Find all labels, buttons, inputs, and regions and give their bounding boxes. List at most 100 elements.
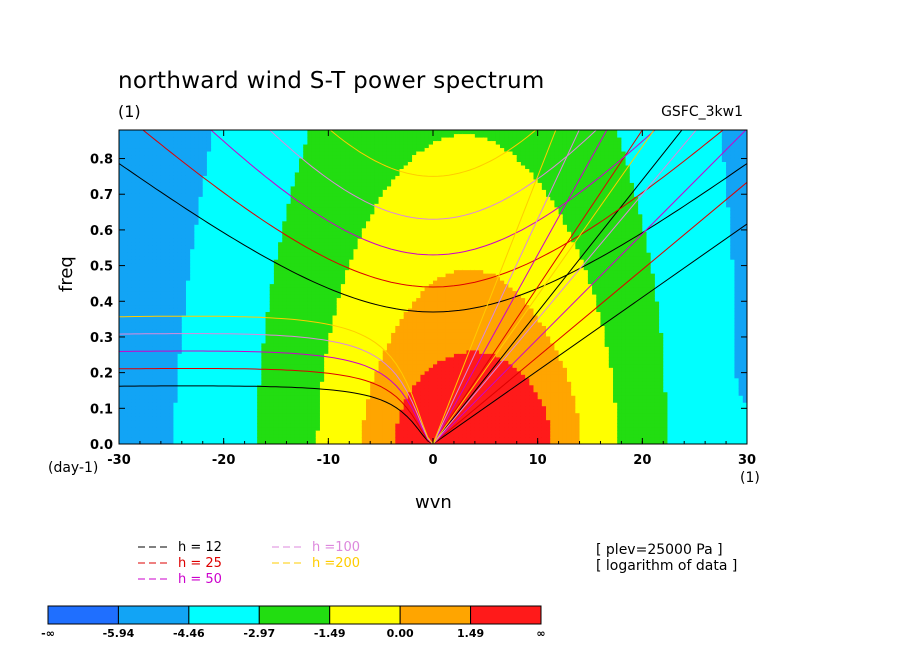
contour-cell: [206, 287, 212, 292]
contour-cell: [156, 199, 162, 204]
contour-cell: [152, 433, 158, 438]
contour-cell: [135, 440, 141, 444]
contour-cell: [265, 154, 271, 159]
contour-cell: [160, 342, 166, 347]
contour-cell: [248, 175, 254, 180]
contour-cell: [273, 293, 279, 299]
contour-cell: [332, 367, 338, 372]
contour-cell: [307, 349, 313, 354]
contour-cell: [332, 220, 338, 225]
contour-cell: [328, 154, 334, 159]
contour-cell: [144, 273, 149, 278]
contour-cell: [332, 238, 338, 243]
contour-cell: [328, 381, 334, 386]
contour-cell: [169, 297, 175, 302]
contour-cell: [219, 332, 225, 337]
contour-cell: [290, 203, 296, 208]
contour-cell: [269, 430, 275, 435]
contour-cell: [273, 409, 279, 414]
contour-cell: [206, 307, 212, 313]
contour-cell: [123, 280, 128, 285]
contour-cell: [127, 262, 133, 267]
contour-cell: [340, 419, 346, 424]
contour-cell: [265, 199, 271, 204]
contour-cell: [219, 349, 225, 354]
contour-cell: [227, 161, 233, 166]
contour-cell: [349, 360, 355, 365]
contour-cell: [286, 321, 292, 326]
contour-cell: [156, 175, 162, 180]
contour-cell: [240, 262, 246, 267]
contour-cell: [290, 171, 296, 176]
contour-cell: [282, 360, 288, 365]
contour-cell: [319, 297, 325, 302]
contour-cell: [303, 283, 308, 288]
contour-cell: [303, 297, 308, 302]
contour-cell: [131, 412, 137, 417]
contour-cell: [194, 370, 200, 375]
contour-cell: [181, 300, 187, 306]
contour-cell: [307, 423, 313, 428]
contour-cell: [345, 231, 350, 236]
contour-cell: [160, 290, 166, 295]
contour-cell: [299, 304, 304, 309]
contour-cell: [290, 245, 296, 250]
contour-cell: [324, 273, 329, 278]
contour-cell: [227, 262, 233, 267]
contour-cell: [169, 164, 175, 169]
contour-cell: [223, 349, 229, 354]
contour-cell: [265, 342, 271, 347]
contour-cell: [240, 192, 246, 197]
contour-cell: [244, 192, 250, 197]
contour-cell: [319, 430, 325, 435]
contour-cell: [307, 273, 313, 278]
contour-cell: [257, 259, 262, 264]
contour-cell: [282, 314, 288, 319]
contour-cell: [165, 213, 170, 218]
contour-cell: [152, 168, 158, 173]
contour-cell: [160, 339, 166, 344]
contour-cell: [236, 374, 242, 379]
contour-cell: [148, 217, 154, 222]
contour-cell: [165, 332, 170, 337]
contour-cell: [119, 147, 124, 152]
contour-cell: [152, 217, 158, 222]
contour-cell: [252, 189, 258, 194]
contour-cell: [319, 391, 325, 396]
contour-cell: [265, 203, 271, 208]
contour-cell: [294, 402, 300, 407]
contour-cell: [349, 363, 355, 368]
contour-cell: [261, 290, 267, 295]
contour-cell: [290, 164, 296, 169]
contour-cell: [336, 203, 342, 208]
contour-cell: [185, 374, 191, 379]
contour-cell: [202, 374, 208, 379]
contour-cell: [215, 262, 221, 267]
contour-cell: [257, 147, 262, 152]
contour-cell: [198, 332, 204, 337]
contour-cell: [211, 342, 216, 347]
contour-cell: [144, 353, 149, 358]
contour-cell: [240, 328, 246, 333]
contour-cell: [294, 133, 300, 138]
contour-cell: [202, 217, 208, 222]
contour-cell: [190, 391, 195, 396]
contour-cell: [215, 273, 221, 278]
contour-cell: [198, 273, 204, 278]
contour-cell: [211, 391, 216, 396]
contour-cell: [244, 178, 250, 183]
contour-cell: [273, 311, 279, 316]
contour-cell: [127, 384, 133, 389]
contour-cell: [311, 199, 317, 204]
contour-cell: [177, 220, 183, 225]
contour-cell: [294, 430, 300, 435]
contour-cell: [198, 440, 204, 444]
contour-cell: [278, 259, 283, 264]
contour-cell: [156, 283, 162, 288]
contour-cell: [324, 227, 329, 232]
contour-cell: [152, 388, 158, 393]
contour-cell: [299, 266, 304, 271]
contour-cell: [286, 381, 292, 386]
contour-cell: [336, 276, 342, 281]
contour-cell: [211, 133, 216, 138]
